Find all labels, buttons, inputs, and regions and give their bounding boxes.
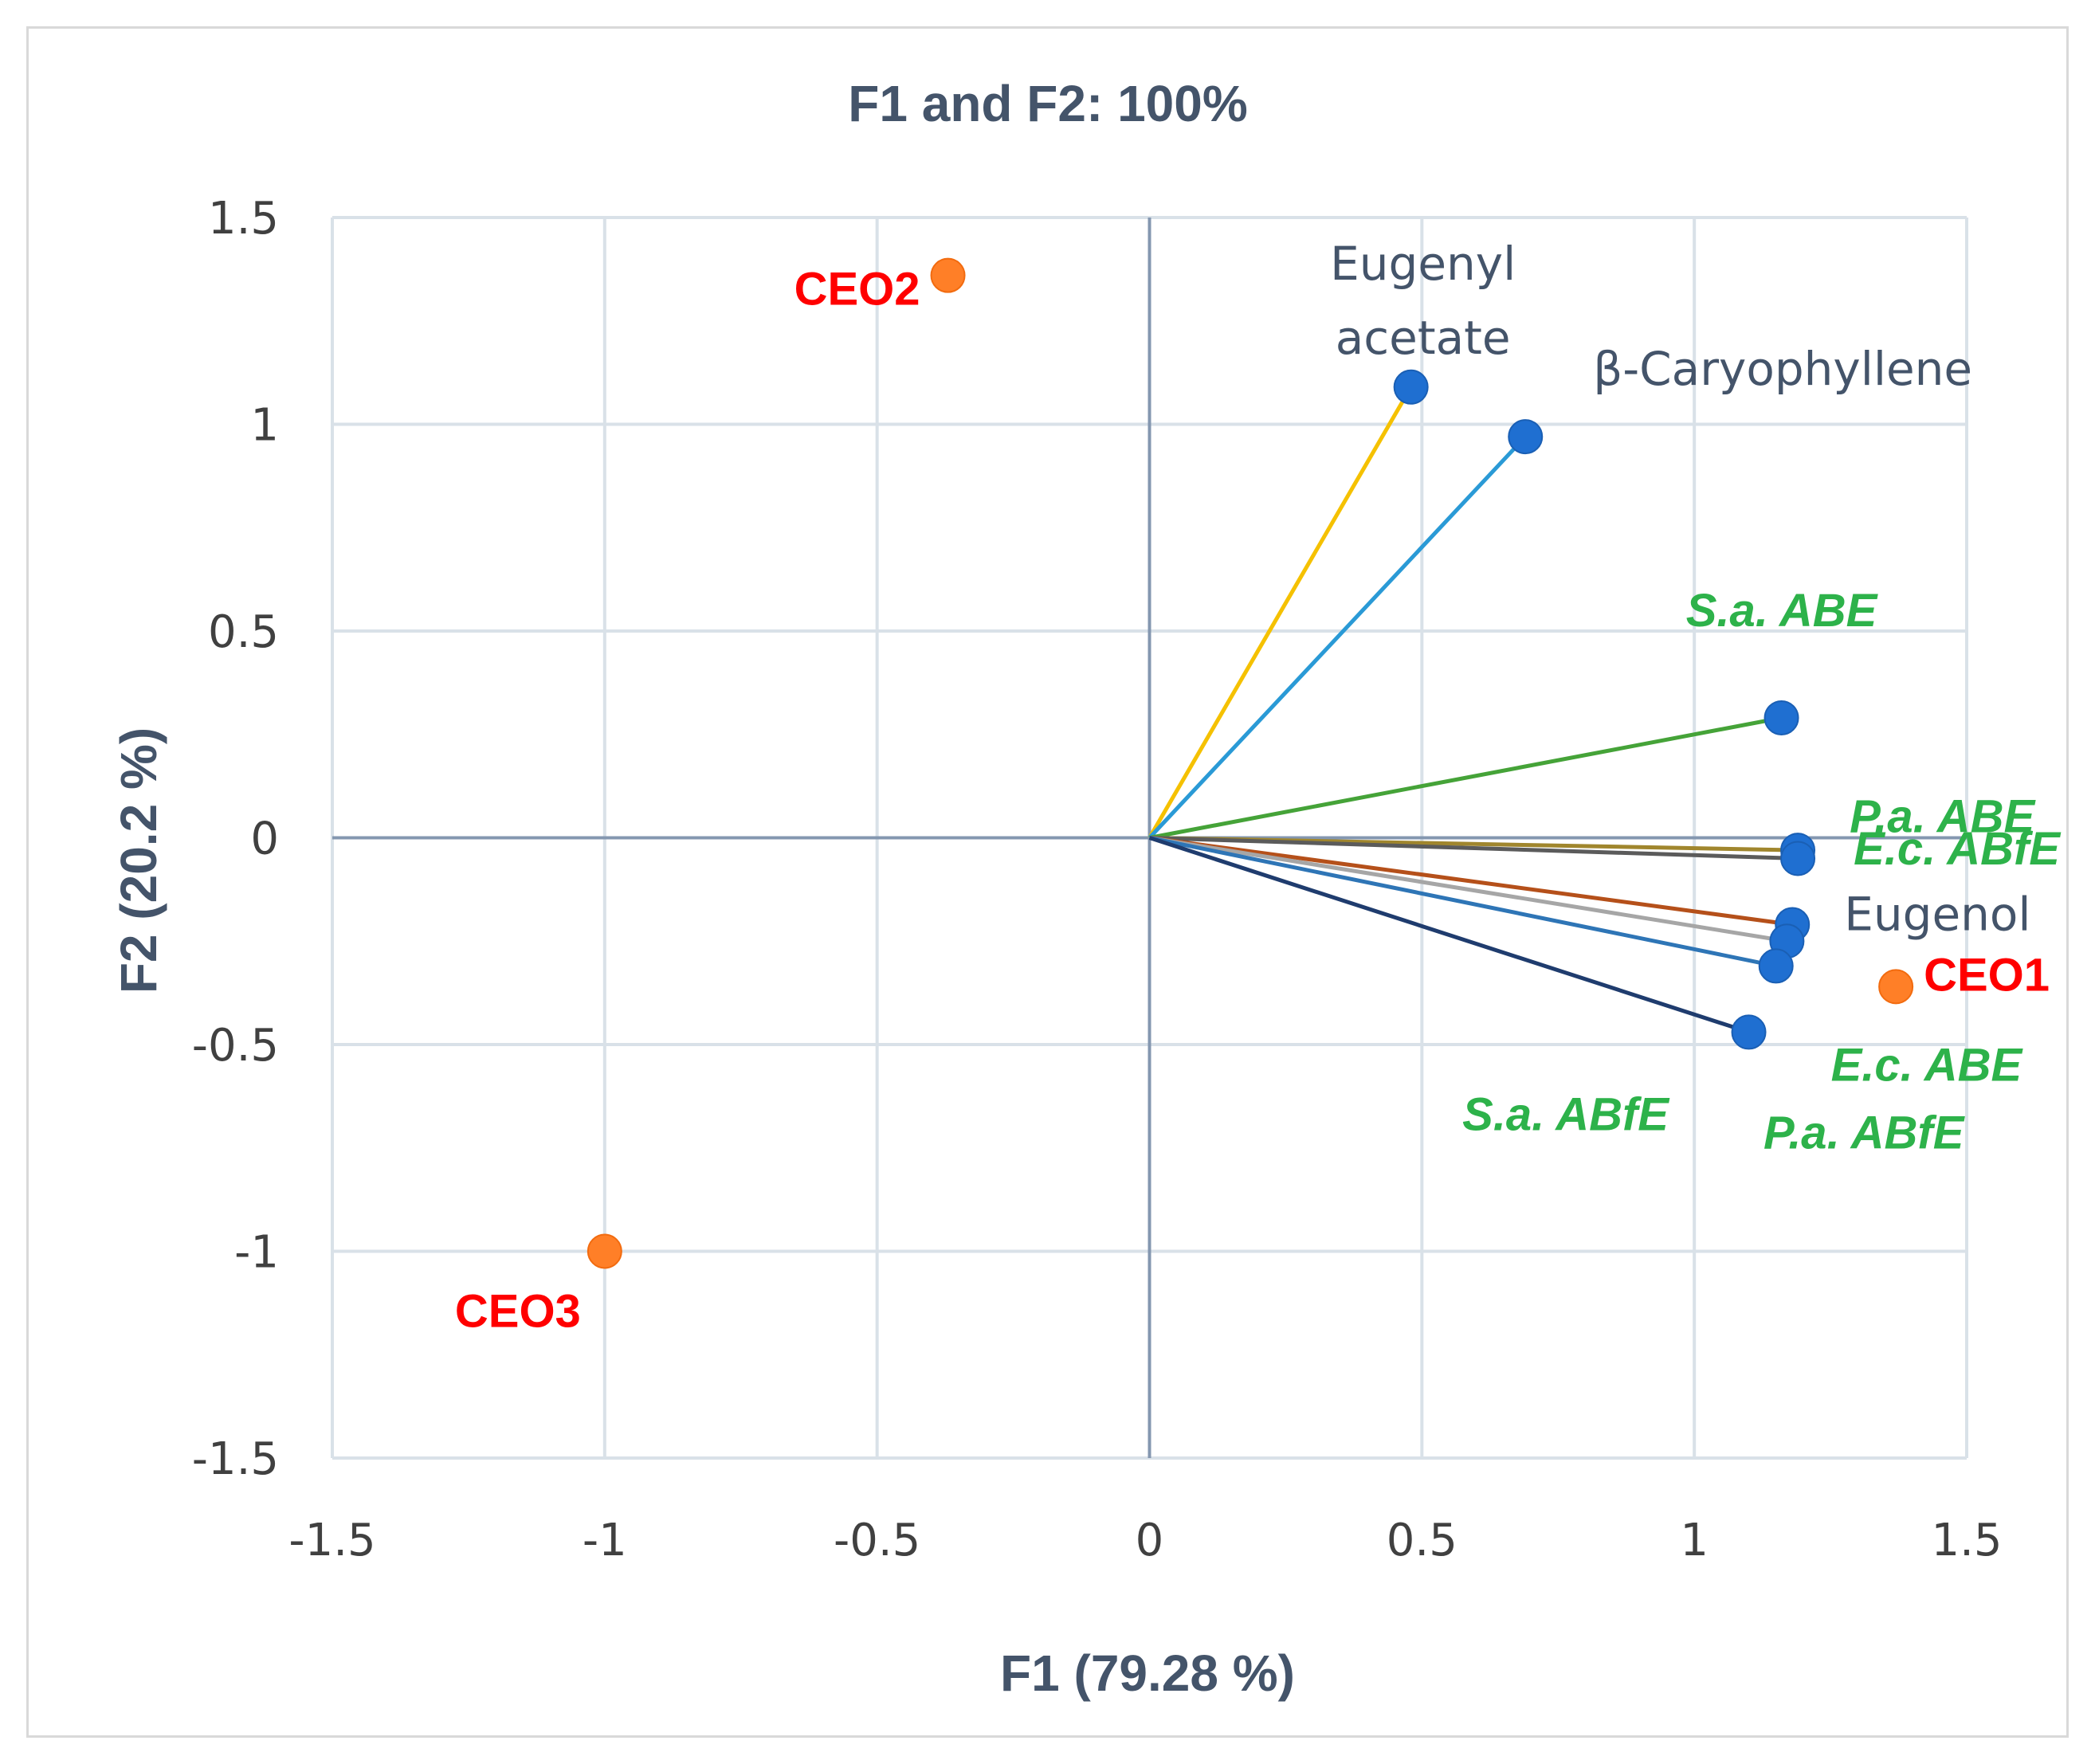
- x-tick-label: 1.5: [1931, 1515, 2002, 1566]
- variable-label: β-Caryophyllene: [1593, 342, 1972, 396]
- x-tick-label: 1: [1680, 1515, 1709, 1566]
- points-layer: [587, 257, 1914, 1269]
- y-tick-label: 0: [250, 813, 279, 865]
- y-tick-label: -1.5: [192, 1433, 279, 1485]
- variable-label: E.c. ABfE: [1854, 823, 2062, 875]
- x-tick-label: -1.5: [288, 1515, 375, 1566]
- loading-vector: [1148, 386, 1413, 839]
- variable-label: acetate: [1336, 311, 1511, 365]
- variable-point: [1763, 700, 1799, 735]
- y-axis-title: F2 (20.2 %): [110, 727, 167, 994]
- observation-point: [587, 1233, 622, 1269]
- y-tick-label: -0.5: [192, 1020, 279, 1072]
- x-tick-label: -1: [583, 1515, 627, 1566]
- variable-label: S.a. ABfE: [1462, 1088, 1670, 1140]
- variable-point: [1780, 841, 1816, 876]
- variable-label: Eugenol: [1844, 887, 2030, 941]
- variable-point: [1758, 948, 1794, 984]
- y-tick-label: -1: [234, 1227, 279, 1279]
- y-tick-label: 1.5: [208, 193, 279, 245]
- labels-layer: Eugenyl acetate β-Caryophyllene S.a. ABE E.c…: [455, 237, 2062, 1338]
- variable-label: P.a. ABfE: [1763, 1107, 1966, 1158]
- y-tick-label: 0.5: [208, 606, 279, 658]
- observation-point: [930, 257, 966, 293]
- variable-point: [1508, 419, 1544, 455]
- chart-frame: [26, 26, 2069, 1738]
- loading-vector: [1149, 836, 1787, 943]
- x-axis-title: F1 (79.28 %): [1000, 1644, 1295, 1702]
- variable-point: [1393, 369, 1429, 405]
- variable-label: S.a. ABE: [1686, 585, 1879, 637]
- variable-point: [1731, 1014, 1767, 1050]
- observation-label: CEO3: [455, 1286, 581, 1338]
- loading-vector: [1149, 836, 1799, 860]
- observation-label: CEO1: [1924, 949, 2050, 1001]
- variable-label: Eugenyl: [1330, 237, 1516, 291]
- y-tick-label: 1: [250, 400, 279, 452]
- variable-label: E.c. ABE: [1831, 1039, 2024, 1091]
- loading-vector: [1148, 435, 1528, 840]
- observation-label: CEO2: [794, 264, 920, 316]
- x-tick-label: -0.5: [834, 1515, 920, 1566]
- loading-vector: [1149, 836, 1793, 927]
- x-tick-label: 0: [1136, 1515, 1164, 1566]
- chart-title: F1 and F2: 100%: [848, 75, 1248, 132]
- tick-labels: -1.5 -1 -0.5 0 0.5 1 1.5 -1.5 -1 -0.5 0 0.5 1 1.5: [192, 193, 2003, 1566]
- x-tick-label: 0.5: [1387, 1515, 1457, 1566]
- observation-point: [1878, 969, 1914, 1005]
- variable-label: P.a. ABE: [1850, 790, 2036, 842]
- loading-vectors: [1148, 386, 1799, 1034]
- loading-vector: [1148, 836, 1777, 968]
- loading-vector: [1149, 715, 1783, 840]
- loading-vector: [1148, 836, 1750, 1034]
